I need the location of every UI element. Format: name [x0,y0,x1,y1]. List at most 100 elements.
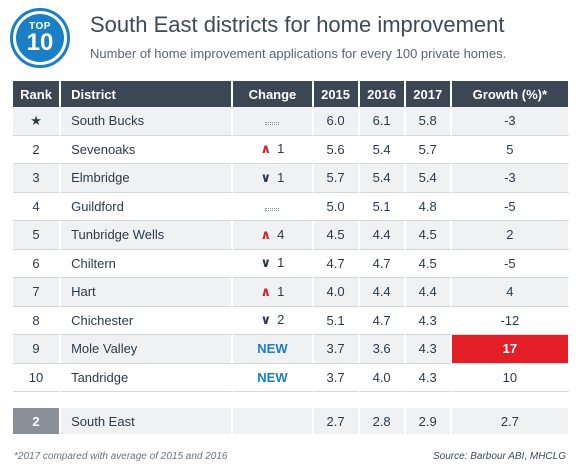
growth-cell: 10 [451,363,570,392]
value-2016-cell: 3.6 [359,335,406,364]
badge-number: 10 [26,29,54,56]
change-value: 1 [277,141,285,157]
footnote: *2017 compared with average of 2015 and … [14,451,228,462]
total-row: 2 South East 2.7 2.8 2.9 2.7 [13,408,570,434]
district-cell: Sevenoaks [61,135,234,164]
district-cell: Guildford [61,192,234,221]
chevron-up-icon: ∧ [260,141,272,157]
value-2017-cell: 4.5 [405,221,452,250]
page-title: South East districts for home improvemen… [90,12,505,37]
total-district: South East [61,408,234,434]
total-table: 2 South East 2.7 2.8 2.9 2.7 [13,408,570,434]
value-2017-cell: 4.3 [405,335,452,364]
value-2017-cell: 5.8 [405,107,452,136]
value-2017-cell: 4.3 [405,306,452,335]
district-cell: Chiltern [61,249,234,278]
value-2015-cell: 5.1 [313,306,360,335]
value-2017-cell: 5.4 [405,164,452,193]
table-row: 9 Mole Valley NEW 3.7 3.6 4.3 17 [13,335,570,364]
chevron-down-icon: ∨ [260,255,272,271]
rank-cell: 3 [13,164,62,193]
value-2016-cell: 5.4 [359,164,406,193]
growth-cell: 17 [451,335,570,364]
value-2015-cell: 5.0 [313,192,360,221]
district-cell: Tunbridge Wells [61,221,234,250]
value-2017-cell: 4.8 [405,192,452,221]
value-2017-cell: 4.3 [405,363,452,392]
rank-cell: ★ [13,107,62,136]
value-2015-cell: 5.7 [313,164,360,193]
col-header-2016: 2016 [359,81,406,107]
value-2015-cell: 4.0 [313,278,360,307]
growth-cell: -3 [451,164,570,193]
value-2016-cell: 4.0 [359,363,406,392]
no-change-icon [265,207,280,211]
change-value: 1 [277,255,285,271]
rank-cell: 7 [13,278,62,307]
total-2017: 2.9 [405,408,452,434]
total-2015: 2.7 [313,408,360,434]
district-cell: Tandridge [61,363,234,392]
district-cell: Elmbridge [61,164,234,193]
col-header-2017: 2017 [405,81,452,107]
value-2016-cell: 4.4 [359,278,406,307]
col-header-rank: Rank [13,81,62,107]
rank-cell: 2 [13,135,62,164]
change-cell: NEW [233,363,314,392]
source-note: Source: Barbour ABI, MHCLG [432,451,566,462]
rank-cell: 9 [13,335,62,364]
change-value: 1 [277,283,285,299]
new-label: NEW [257,369,288,385]
change-cell [233,192,314,221]
district-cell: Mole Valley [61,335,234,364]
change-cell [233,107,314,136]
value-2016-cell: 6.1 [359,107,406,136]
ranking-table: Rank District Change 2015 2016 2017 Grow… [13,81,570,392]
change-cell: NEW [233,335,314,364]
change-value: 1 [277,169,285,185]
value-2017-cell: 4.4 [405,278,452,307]
table-row: 8 Chichester ∨ 2 5.1 4.7 4.3 -12 [13,306,570,335]
value-2015-cell: 4.5 [313,221,360,250]
value-2015-cell: 3.7 [313,363,360,392]
table-row: 6 Chiltern ∨ 1 4.7 4.7 4.5 -5 [13,249,570,278]
header: TOP 10 South East districts for home imp… [10,8,580,70]
district-cell: South Bucks [61,107,234,136]
change-cell: ∧ 1 [233,278,314,307]
change-cell: ∨ 2 [233,306,314,335]
growth-cell: 2 [451,221,570,250]
total-change [233,408,314,434]
change-cell: ∨ 1 [233,164,314,193]
total-growth: 2.7 [451,408,570,434]
table-row: 5 Tunbridge Wells ∧ 4 4.5 4.4 4.5 2 [13,221,570,250]
chevron-up-icon: ∧ [260,226,272,242]
table-row: 4 Guildford 5.0 5.1 4.8 -5 [13,192,570,221]
table-row: 2 Sevenoaks ∧ 1 5.6 5.4 5.7 5 [13,135,570,164]
value-2015-cell: 6.0 [313,107,360,136]
col-header-district: District [61,81,234,107]
col-header-growth: Growth (%)* [451,81,570,107]
growth-cell: -5 [451,192,570,221]
value-2016-cell: 4.7 [359,249,406,278]
chevron-up-icon: ∧ [260,283,272,299]
col-header-change: Change [233,81,314,107]
value-2015-cell: 4.7 [313,249,360,278]
change-value: 4 [277,226,285,242]
table-row: ★ South Bucks 6.0 6.1 5.8 -3 [13,107,570,136]
growth-cell: -12 [451,306,570,335]
district-cell: Hart [61,278,234,307]
growth-cell: 4 [451,278,570,307]
no-change-icon [265,122,280,126]
value-2016-cell: 4.4 [359,221,406,250]
badge-top-label: TOP [29,21,51,32]
change-value: 2 [277,312,285,328]
table-row: 10 Tandridge NEW 3.7 4.0 4.3 10 [13,363,570,392]
value-2016-cell: 5.1 [359,192,406,221]
rank-cell: 5 [13,221,62,250]
growth-cell: -5 [451,249,570,278]
table-row: 3 Elmbridge ∨ 1 5.7 5.4 5.4 -3 [13,164,570,193]
growth-cell: -3 [451,107,570,136]
table-header-row: Rank District Change 2015 2016 2017 Grow… [13,81,570,107]
new-label: NEW [257,341,288,357]
page-subtitle: Number of home improvement applications … [90,46,507,61]
